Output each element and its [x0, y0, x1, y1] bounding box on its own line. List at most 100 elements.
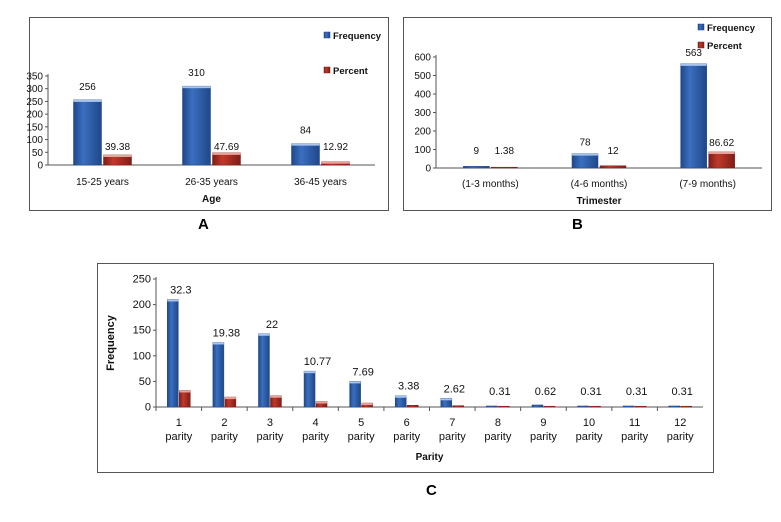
- x-tick-label-word: parity: [348, 431, 375, 443]
- x-tick-label: 15-25 years: [76, 177, 129, 188]
- percent-bar: [599, 165, 627, 169]
- x-tick-label-word: parity: [439, 431, 466, 443]
- x-tick-label-word: parity: [257, 431, 284, 443]
- percent-data-label: 12: [607, 146, 619, 157]
- frequency-bar-cap: [572, 153, 598, 156]
- x-tick-label: (7-9 months): [679, 179, 736, 190]
- x-tick-label-number: 10: [583, 417, 595, 429]
- frequency-bar-cap: [680, 63, 707, 66]
- y-tick-label: 300: [414, 108, 431, 119]
- percent-data-label: 86.62: [709, 138, 734, 149]
- frequency-bar-cap: [349, 381, 361, 384]
- percent-data-label: 39.38: [105, 142, 130, 153]
- panel-label-c: C: [426, 482, 437, 499]
- x-tick-label-word: parity: [667, 431, 694, 443]
- percent-bar: [498, 405, 510, 408]
- percent-bar: [491, 166, 518, 169]
- frequency-data-label: 9: [474, 146, 480, 157]
- x-tick-label: (4-6 months): [571, 179, 628, 190]
- percent-bar: [179, 390, 191, 408]
- y-tick-label: 100: [133, 350, 151, 362]
- frequency-bar: [258, 333, 270, 408]
- x-tick-label-number: 12: [674, 417, 686, 429]
- y-tick-label: 150: [133, 325, 151, 337]
- y-tick-label: 100: [26, 135, 43, 146]
- percent-bar-cap: [321, 161, 350, 164]
- x-axis-title: Parity: [416, 452, 444, 463]
- x-tick-label-number: 9: [540, 417, 546, 429]
- frequency-bar: [212, 342, 225, 408]
- percent-bar-cap: [224, 397, 236, 400]
- y-tick-label: 250: [26, 97, 43, 108]
- x-tick-label-number: 8: [495, 417, 501, 429]
- x-tick-label-word: parity: [393, 431, 420, 443]
- y-tick-label: 200: [414, 127, 431, 138]
- percent-bar: [680, 405, 692, 408]
- percent-data-label: 10.77: [304, 356, 332, 368]
- percent-data-label: 7.69: [352, 366, 373, 378]
- percent-data-label: 19.38: [213, 327, 241, 339]
- y-tick-label: 100: [414, 145, 431, 156]
- panel-label-a: A: [198, 216, 209, 233]
- frequency-data-label: 256: [79, 82, 96, 93]
- age-chart-panel: 0 50 100 150 200 250 300 350 256 39.38 15-25 years…: [26, 17, 389, 211]
- percent-bar-cap: [270, 395, 282, 398]
- percent-bar: [543, 405, 556, 408]
- frequency-bar: [73, 99, 102, 166]
- x-tick-label-number: 4: [312, 417, 318, 429]
- frequency-data-label: 310: [188, 68, 205, 79]
- frequency-bar: [463, 166, 490, 169]
- percent-data-label: 1.38: [495, 146, 515, 157]
- x-tick-label-word: parity: [165, 431, 192, 443]
- frequency-legend-label: Frequency: [333, 31, 382, 42]
- x-tick-label-number: 6: [404, 417, 410, 429]
- x-tick-label-number: 11: [629, 417, 640, 429]
- frequency-bar: [622, 405, 635, 408]
- frequency-legend-label: Frequency: [707, 23, 756, 34]
- percent-legend-label: Percent: [333, 66, 369, 77]
- y-tick-label: 0: [145, 402, 151, 414]
- frequency-bar: [303, 370, 316, 408]
- percent-bar: [452, 405, 465, 408]
- x-tick-label: 26-35 years: [185, 177, 238, 188]
- frequency-bar-cap: [291, 143, 320, 146]
- percent-bar: [589, 405, 601, 408]
- percent-data-label: 0.31: [489, 386, 510, 398]
- y-tick-label: 50: [32, 148, 44, 159]
- x-tick-label-word: parity: [211, 431, 238, 443]
- y-tick-label: 200: [133, 299, 151, 311]
- panel-label-b: B: [572, 216, 583, 233]
- frequency-bar-cap: [182, 86, 211, 89]
- y-tick-label: 300: [26, 84, 43, 95]
- x-tick-label-number: 1: [176, 417, 182, 429]
- y-tick-label: 600: [414, 53, 431, 64]
- trimester-chart-panel: 0 100 200 300 400 500 600 9 1.38 (1-3 months) 78 12…: [403, 17, 772, 211]
- frequency-bar-cap: [304, 371, 316, 374]
- percent-data-label: 47.69: [214, 142, 239, 153]
- percent-data-label: 22: [266, 319, 278, 331]
- percent-legend-label: Percent: [707, 41, 743, 52]
- percent-legend-swatch: [323, 66, 331, 74]
- y-tick-label: 0: [37, 161, 43, 172]
- frequency-bar: [486, 405, 498, 408]
- frequency-bar-cap: [258, 333, 270, 336]
- percent-bar-cap: [212, 152, 241, 155]
- percent-bar-cap: [708, 151, 735, 154]
- percent-bar-cap: [103, 154, 132, 157]
- percent-data-label: 2.62: [444, 383, 465, 395]
- frequency-bar: [577, 405, 589, 408]
- percent-data-label: 12.92: [323, 142, 348, 153]
- frequency-legend-swatch: [697, 23, 705, 31]
- percent-data-label: 3.38: [398, 381, 419, 393]
- x-tick-label-number: 5: [358, 417, 364, 429]
- x-tick-label-number: 7: [449, 417, 455, 429]
- frequency-bar-cap: [73, 99, 102, 102]
- x-tick-label-word: parity: [302, 431, 329, 443]
- frequency-bar: [182, 85, 211, 166]
- percent-bar: [634, 405, 647, 408]
- x-axis-title: Age: [202, 194, 221, 205]
- frequency-data-label: 563: [685, 48, 702, 59]
- frequency-bar: [291, 143, 320, 166]
- x-tick-label-number: 3: [267, 417, 273, 429]
